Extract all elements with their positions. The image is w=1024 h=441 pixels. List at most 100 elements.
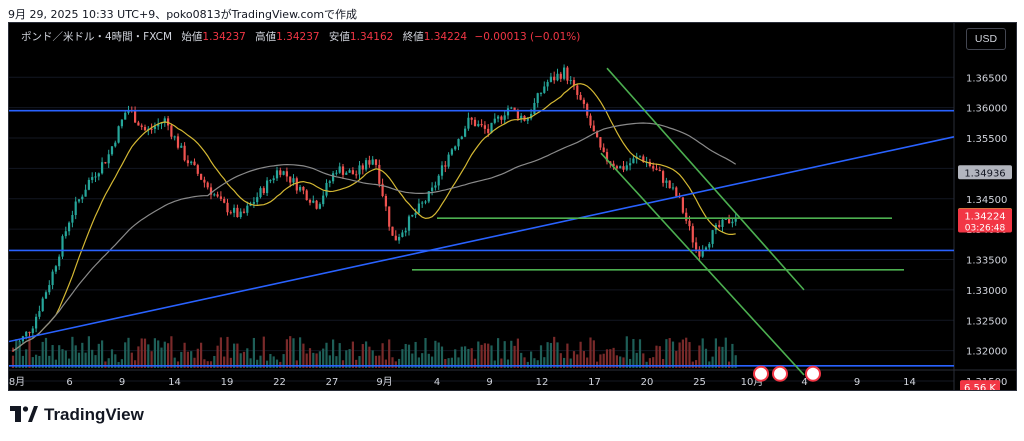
candle-body [256, 197, 259, 203]
candle-body [417, 203, 420, 213]
candle-body [54, 266, 57, 272]
volume-bar [374, 355, 378, 368]
chart-panel[interactable]: 1.365001.360001.355001.350001.345001.340… [8, 22, 1017, 391]
candle-body [404, 230, 407, 233]
candle-body [74, 201, 77, 216]
candle-body [120, 119, 123, 127]
candle-body [513, 107, 516, 111]
candle-body [642, 156, 645, 162]
volume-bar [612, 347, 615, 368]
candle-body [226, 202, 229, 213]
candle-body [586, 103, 589, 116]
logo-text: TradingView [44, 405, 144, 424]
volume-bar [503, 341, 506, 368]
volume-bar [728, 361, 731, 368]
candle-body [381, 183, 384, 196]
volume-bar [421, 353, 424, 368]
volume-bar [724, 337, 727, 368]
y-tick-label: 1.32500 [966, 316, 1007, 327]
volume-bar [622, 357, 625, 368]
volume-bar [97, 343, 100, 368]
candle-body [734, 217, 737, 222]
countdown-label: 03:26:48 [965, 224, 1006, 234]
x-tick-label: 9 [854, 377, 860, 388]
candle-body [351, 170, 354, 175]
volume-bar [84, 352, 87, 368]
candle-body [25, 331, 28, 337]
price-chart[interactable]: 1.365001.360001.355001.350001.345001.340… [9, 23, 1016, 390]
candle-body [569, 80, 572, 82]
rising-trendline [9, 136, 955, 343]
candle-body [282, 171, 285, 175]
candle-body [497, 116, 500, 119]
volume-bar [338, 343, 341, 368]
volume-bar [91, 349, 94, 368]
volume-bar [332, 339, 335, 368]
symbol-label: ポンド／米ドル・4時間・FXCM [21, 31, 173, 43]
volume-bar [358, 356, 361, 368]
ma-slow-line [12, 122, 737, 352]
volume-bar [378, 355, 381, 368]
candle-body [110, 146, 114, 155]
candle-body [64, 231, 67, 237]
candle-body [279, 170, 282, 175]
candle-body [11, 350, 15, 352]
candle-body [176, 136, 180, 148]
volume-bar [246, 348, 249, 368]
volume-bar [107, 358, 110, 368]
volume-bar [675, 350, 678, 368]
volume-bar [539, 345, 543, 368]
currency-button[interactable]: USD [966, 28, 1006, 50]
candle-body [582, 99, 585, 104]
volume-bar [691, 361, 694, 368]
volume-bar [61, 349, 64, 368]
high-label: 高値 [255, 31, 277, 43]
candle-body [721, 219, 724, 227]
volume-bar [54, 359, 57, 368]
candle-body [671, 187, 675, 189]
candle-body [91, 177, 94, 180]
x-tick-label: 14 [903, 377, 916, 388]
volume-bar [510, 340, 513, 368]
volume-bar [721, 346, 724, 368]
volume-bar [658, 346, 661, 368]
volume-bar [559, 353, 562, 368]
candle-body [563, 67, 566, 79]
candle-body [355, 174, 358, 176]
candle-body [708, 243, 711, 248]
volume-bar [279, 361, 282, 368]
candle-body [87, 179, 90, 190]
candle-body [48, 285, 51, 293]
candle-body [411, 214, 414, 217]
volume-bar [473, 358, 477, 368]
volume-bar [398, 358, 401, 368]
candle-body [533, 102, 536, 114]
volume-bar [368, 346, 371, 368]
candle-body [223, 198, 226, 203]
candle-body [157, 123, 160, 127]
volume-bar [480, 344, 483, 368]
candle-body [328, 181, 331, 183]
candle-body [61, 236, 64, 257]
candle-body [556, 73, 559, 81]
candle-body [173, 136, 176, 138]
volume-bar [196, 348, 199, 368]
candle-body [698, 249, 701, 257]
volume-bar [417, 357, 420, 368]
volume-bar [120, 359, 123, 368]
volume-bar [384, 359, 387, 368]
volume-bar [411, 353, 414, 368]
candle-body [71, 215, 74, 223]
candle-body [219, 196, 222, 199]
volume-bar [440, 346, 444, 368]
candle-body [473, 119, 477, 127]
candle-body [711, 230, 714, 244]
volume-bar [259, 355, 262, 368]
candle-body [546, 81, 549, 87]
volume-bar [704, 348, 708, 368]
volume-bar [407, 344, 411, 368]
volume-bar [31, 357, 34, 368]
volume-bar [104, 361, 107, 368]
candle-body [685, 212, 688, 221]
volume-bar [648, 358, 651, 368]
